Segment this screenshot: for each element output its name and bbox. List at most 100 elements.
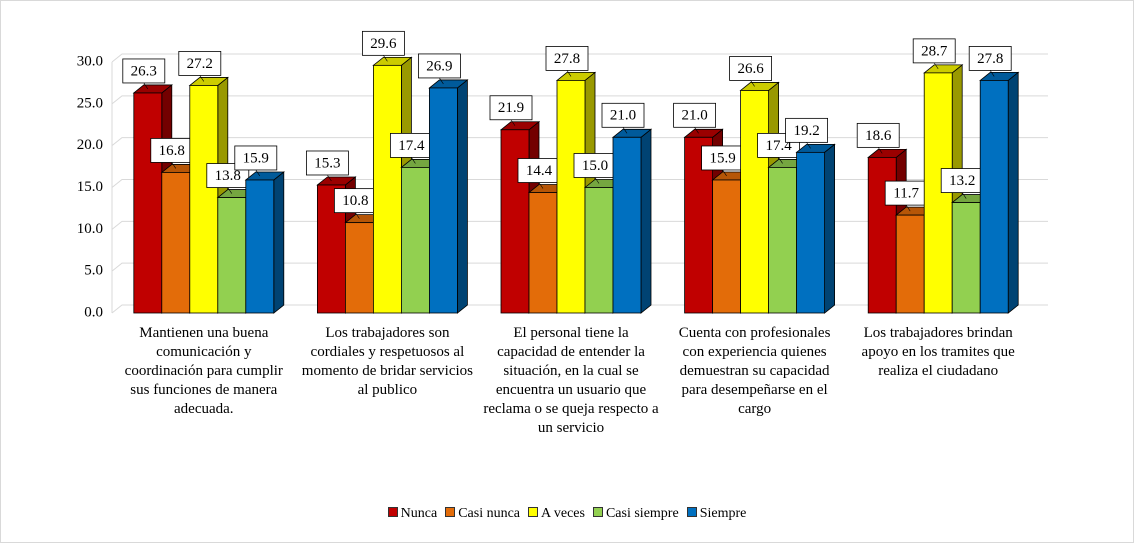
bar-side (824, 143, 835, 314)
data-label: 29.6 (370, 36, 397, 52)
label-leader (227, 187, 233, 194)
legend-item: Nunca (387, 506, 438, 522)
label-leader (750, 80, 755, 87)
label-leader (806, 142, 811, 149)
bar-front (951, 202, 981, 314)
data-label: 26.9 (426, 58, 452, 74)
legend-label: Nunca (400, 506, 438, 521)
x-tick-label: Cuenta con profesionales con experiencia… (678, 325, 831, 417)
data-label: 26.6 (737, 61, 764, 77)
data-label-box (389, 133, 433, 158)
label-leader (510, 119, 516, 126)
data-label: 11.7 (893, 186, 919, 202)
legend-swatch (686, 507, 697, 517)
data-label-box (305, 150, 349, 176)
label-leader (171, 162, 177, 169)
data-label-box (968, 46, 1012, 71)
bar-front (217, 197, 247, 314)
data-label-box (122, 58, 166, 84)
bar (979, 71, 1020, 314)
bar (611, 128, 653, 314)
bar-front (584, 187, 614, 314)
data-label-box (573, 153, 617, 178)
legend-label: Casi nunca (458, 506, 521, 521)
bar-front (189, 85, 219, 314)
legend-label: Siempre (699, 506, 747, 521)
bar-front (556, 80, 586, 314)
data-label: 16.8 (159, 143, 185, 159)
data-label-box (940, 168, 984, 193)
legend-swatch (528, 507, 539, 517)
data-label-box (178, 51, 222, 76)
data-label: 15.3 (314, 155, 340, 171)
bar-front (245, 179, 275, 314)
bar-front (161, 172, 191, 314)
legend-swatch (592, 507, 603, 517)
bar-front (372, 64, 402, 314)
data-label: 10.8 (342, 193, 368, 209)
bar-front (528, 192, 558, 314)
data-label-box (234, 145, 278, 171)
data-label: 26.3 (131, 63, 157, 79)
grid-line (111, 137, 1048, 147)
label-leader (439, 77, 444, 85)
data-label: 18.6 (865, 128, 892, 144)
label-leader (538, 182, 544, 189)
label-leader (383, 55, 388, 62)
label-leader (905, 204, 911, 212)
data-label: 13.2 (949, 173, 975, 189)
bar-side (640, 128, 652, 314)
data-label-box (673, 102, 716, 128)
data-label-box (856, 122, 900, 148)
bar-side (456, 79, 468, 314)
data-label-box (701, 145, 744, 171)
label-leader (411, 157, 416, 164)
bar-front (895, 214, 925, 314)
data-label: 19.2 (793, 123, 819, 139)
bar-front (500, 129, 530, 314)
y-tick-label: 20.0 (77, 137, 103, 153)
bar (795, 143, 836, 314)
y-tick-label: 30.0 (77, 53, 103, 69)
bar-front (979, 80, 1009, 314)
grid-line (111, 53, 1048, 63)
bar-front (344, 222, 374, 314)
data-label: 15.0 (582, 158, 608, 174)
label-leader (989, 70, 995, 77)
legend-swatch (445, 507, 456, 517)
x-tick-label: El personal tiene la capacidad de entend… (483, 325, 659, 436)
data-label-box (417, 53, 461, 79)
data-label: 21.0 (681, 108, 707, 124)
bar-side (1007, 71, 1019, 314)
bar-front (740, 90, 769, 314)
label-leader (694, 127, 699, 134)
data-label-box (150, 138, 194, 163)
data-label: 27.2 (187, 56, 213, 72)
data-label-box (785, 117, 828, 143)
legend-label: Casi siempre (605, 506, 679, 521)
legend: Nunca Casi nunca A veces Casi siempre Siempr… (0, 506, 1134, 522)
legend-swatch (387, 507, 398, 517)
data-label: 13.8 (215, 168, 241, 184)
legend-item: A veces (528, 506, 585, 522)
legend-item: Casi nunca (445, 506, 520, 522)
bar-front (612, 136, 642, 314)
label-leader (594, 177, 600, 184)
label-leader (199, 75, 205, 82)
bar-front (133, 92, 163, 314)
bar-front (428, 87, 458, 314)
x-tick-label: Los trabajadores brindan apoyo en los tr… (861, 325, 1015, 379)
data-label: 21.9 (498, 100, 524, 116)
label-leader (722, 169, 727, 177)
data-label: 28.7 (921, 43, 948, 59)
y-tick-label: 25.0 (77, 95, 103, 111)
bar-front (712, 179, 741, 314)
bar (428, 79, 469, 314)
data-label: 27.8 (977, 51, 1003, 67)
bar-front (923, 72, 953, 314)
label-leader (778, 157, 783, 164)
label-leader (327, 174, 332, 182)
y-tick-label: 15.0 (77, 179, 103, 195)
